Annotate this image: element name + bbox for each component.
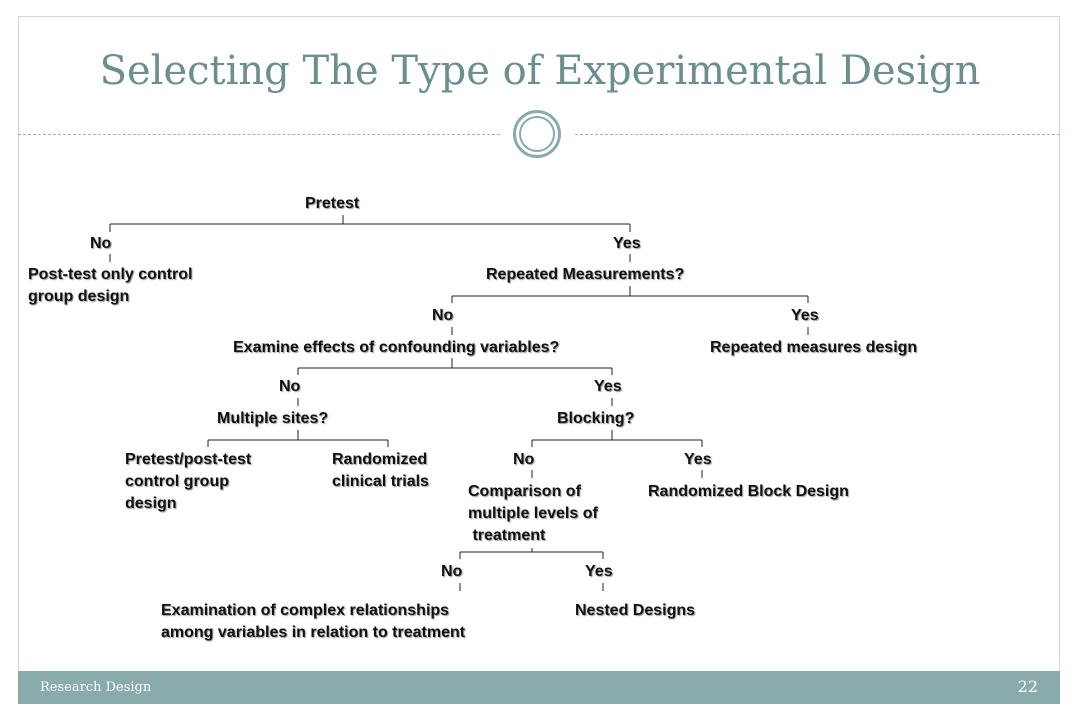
node-confounding-yes: Yes [594,378,622,395]
node-pretest-no: No [90,235,112,252]
node-repeated-measurements-question: Repeated Measurements? [486,266,685,283]
ring-ornament-icon [513,110,561,158]
node-repeated-yes: Yes [791,307,819,324]
node-repeated-measures-design: Repeated measures design [710,339,918,356]
node-blocking-no: No [513,451,535,468]
node-confounding-question: Examine effects of confounding variables… [233,339,560,356]
node-randomized-block-design: Randomized Block Design [648,483,849,500]
node-multiple-sites-question: Multiple sites? [217,410,329,427]
node-randomized-clinical-trials: Randomized clinical trials [332,451,429,490]
node-pretest: Pretest [305,195,360,212]
slide-title: Selecting The Type of Experimental Desig… [99,48,981,94]
title-rule-left [18,134,500,135]
node-complex-relationships: Examination of complex relationships amo… [161,602,466,641]
node-posttest-only-design: Post-test only control group design [28,266,193,305]
footer-label: Research Design [40,680,152,695]
node-comparison-yes: Yes [585,563,613,580]
node-comparison-no: No [441,563,463,580]
page-number: 22 [1017,677,1038,696]
node-pretest-posttest-design: Pretest/post-test control group design [125,451,252,512]
node-blocking-question: Blocking? [557,410,635,427]
node-pretest-yes: Yes [613,235,641,252]
node-confounding-no: No [279,378,301,395]
node-comparison-question: Comparison of multiple levels of treatme… [468,483,598,544]
title-rule-right [575,134,1060,135]
footer-bar [18,671,1060,704]
node-blocking-yes: Yes [684,451,712,468]
node-repeated-no: No [432,307,454,324]
node-nested-designs: Nested Designs [575,602,696,619]
